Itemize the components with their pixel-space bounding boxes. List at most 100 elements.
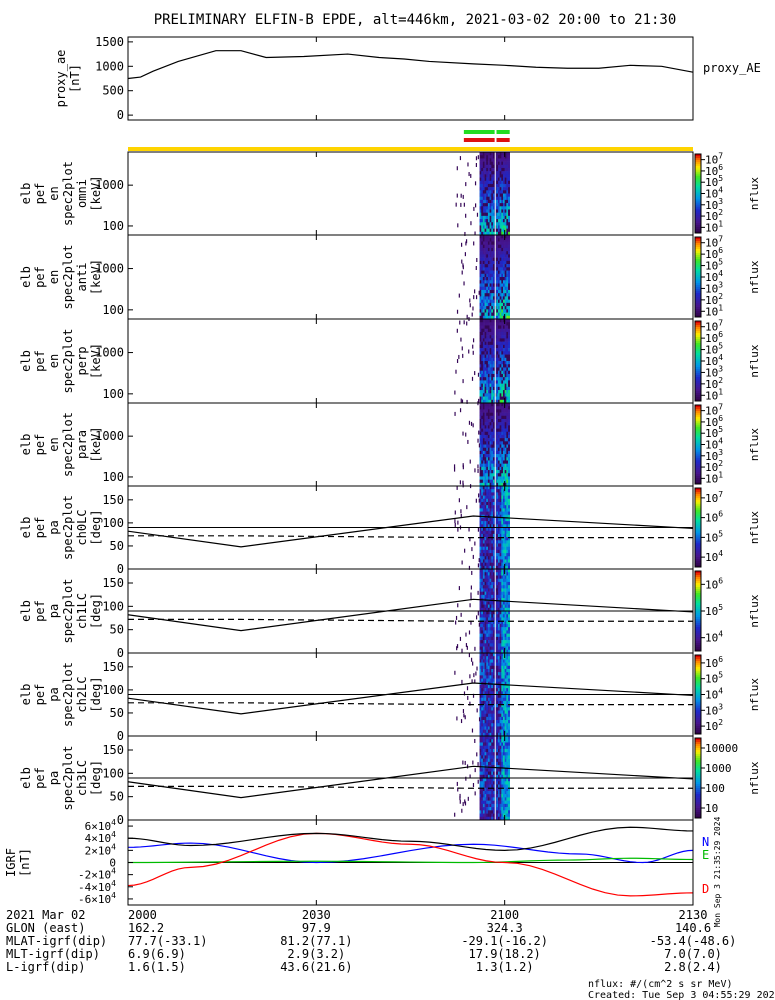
colorbar-swatch [695, 365, 701, 368]
heatmap-cell [489, 653, 492, 657]
heatmap-cell [487, 803, 490, 808]
heatmap-cell [497, 361, 500, 365]
heatmap-cell [486, 206, 489, 210]
colorbar-swatch [695, 381, 701, 384]
heatmap-cell [492, 720, 495, 724]
heatmap-cell [487, 482, 490, 487]
heatmap-cell [479, 403, 482, 407]
heatmap-cell [502, 700, 505, 705]
heatmap-cell [482, 289, 485, 294]
heatmap-cell [489, 296, 492, 300]
heatmap-cell [481, 543, 484, 547]
heatmap-cell [481, 575, 484, 579]
heatmap-cell [486, 444, 489, 448]
heatmap-cell [481, 152, 484, 156]
heatmap-cell [506, 438, 509, 442]
heatmap-cell [486, 331, 489, 336]
heatmap-cell [508, 723, 510, 727]
colorbar-swatch [695, 458, 701, 461]
heatmap-cell [487, 617, 490, 621]
heatmap-cell [497, 672, 500, 676]
heatmap-cell [496, 588, 499, 592]
heatmap-cell [502, 716, 505, 721]
heatmap-cell [489, 351, 492, 355]
heatmap-cell [487, 361, 490, 365]
heatmap-cell [487, 412, 490, 417]
heatmap-cell [502, 370, 505, 375]
heatmap-cell [508, 794, 510, 798]
heatmap-cell [497, 257, 500, 262]
heatmap-cell [482, 434, 485, 439]
heatmap-cell [482, 377, 485, 381]
heatmap-cell [508, 575, 510, 579]
heatmap-cell [486, 399, 489, 404]
heatmap-cell [484, 257, 487, 262]
heatmap-cell [504, 617, 507, 621]
colorbar-swatch [695, 660, 701, 664]
heatmap-cell [479, 810, 482, 814]
heatmap-cell [481, 302, 484, 307]
heatmap-cell [482, 215, 485, 220]
heatmap-cell [492, 225, 495, 229]
heatmap-cell [501, 338, 504, 342]
heatmap-cell [496, 591, 499, 596]
heatmap-cell [486, 289, 489, 294]
heatmap-cell [504, 228, 507, 233]
heatmap-cell [497, 409, 500, 413]
heatmap-cell [499, 700, 502, 705]
heatmap-cell [482, 264, 485, 268]
heatmap-cell [501, 495, 504, 500]
heatmap-cell [482, 604, 485, 609]
heatmap-cell [492, 364, 495, 368]
heatmap-cell [486, 412, 489, 417]
heatmap-cell [506, 312, 509, 317]
colorbar-swatch [695, 391, 701, 394]
heatmap-cell [486, 656, 489, 660]
heatmap-cell [492, 601, 495, 605]
heatmap-cell [491, 476, 494, 480]
heatmap-cell [496, 338, 499, 342]
colorbar-swatch [695, 442, 701, 445]
heatmap-cell [486, 691, 489, 695]
heatmap-cell [502, 492, 505, 496]
heatmap-cell [504, 546, 507, 551]
heatmap-cell [484, 662, 487, 667]
heatmap-cell [491, 482, 494, 487]
heatmap-cell [504, 203, 507, 207]
y-tick-label: 500 [102, 84, 124, 98]
heatmap-cell [487, 588, 490, 592]
heatmap-cell [508, 694, 510, 698]
heatmap-cell [504, 588, 507, 592]
heatmap-cell [486, 672, 489, 676]
heatmap-cell [481, 565, 484, 570]
heatmap-cell [496, 155, 499, 159]
heatmap-cell [499, 403, 502, 407]
heatmap-cell [504, 739, 507, 743]
heatmap-cell [479, 530, 482, 535]
heatmap-cell [496, 438, 499, 442]
heatmap-cell [481, 807, 484, 811]
colorbar-tick-label: 10 [705, 802, 718, 815]
heatmap-cell [489, 312, 492, 317]
heatmap-cell [508, 729, 510, 734]
heatmap-cell [499, 549, 502, 554]
heatmap-cell [501, 431, 504, 436]
heatmap-cell [486, 601, 489, 605]
heatmap-cell [479, 640, 482, 644]
heatmap-cell [481, 322, 484, 326]
heatmap-cell [486, 441, 489, 445]
colorbar-swatch [695, 796, 701, 799]
heatmap-cell [489, 406, 492, 410]
heatmap-cell [506, 399, 509, 404]
heatmap-cell [508, 277, 510, 281]
heatmap-cell [497, 530, 500, 535]
ylabel-text: IGRF [4, 848, 18, 877]
heatmap-cell [502, 803, 505, 808]
colorbar-swatch [695, 702, 701, 705]
heatmap-cell [506, 412, 509, 417]
heatmap-cell [506, 476, 509, 480]
heatmap-cell [489, 293, 492, 297]
heatmap-cell [499, 742, 502, 746]
